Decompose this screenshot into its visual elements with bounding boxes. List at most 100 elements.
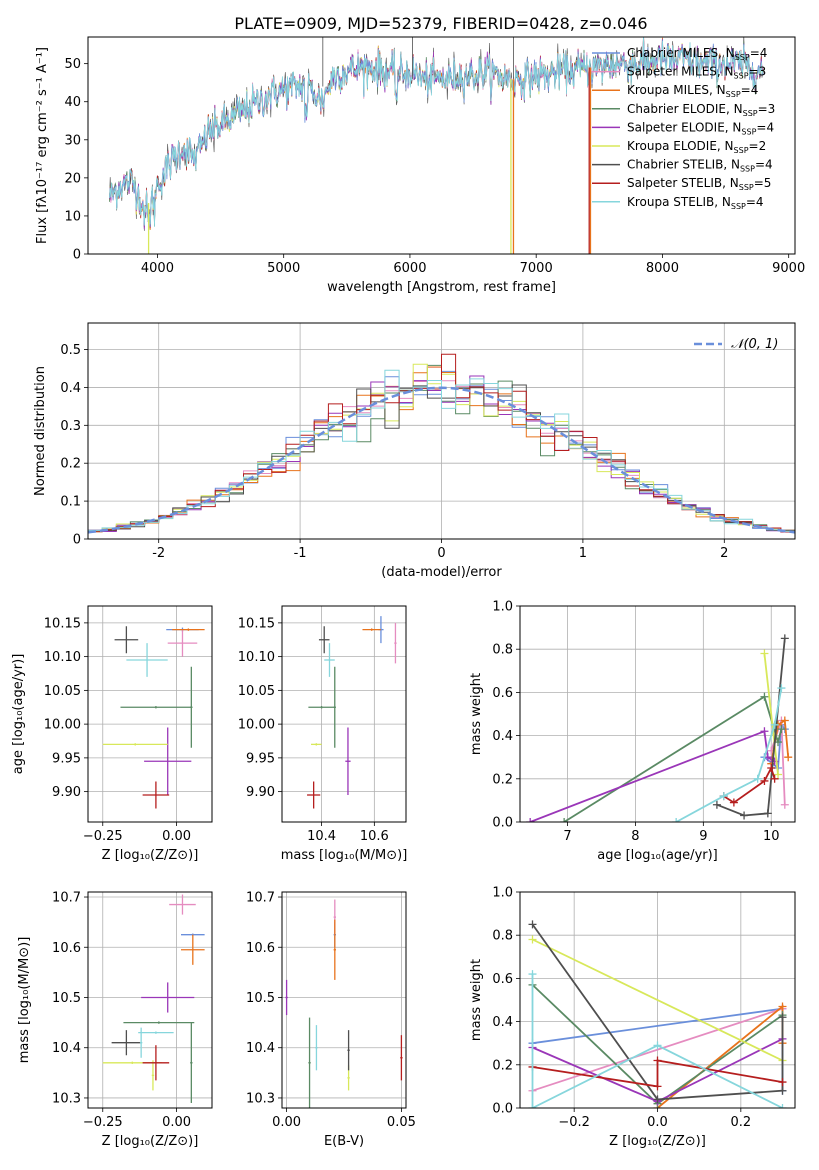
weight-marker: [777, 725, 786, 734]
errorbar-point: [167, 629, 198, 657]
weight-marker: [672, 818, 681, 822]
errorbar-point: [141, 982, 195, 1013]
y-tick-label: 20: [64, 171, 81, 186]
legend-count: =4: [750, 46, 768, 60]
errorbar-point: [345, 727, 351, 795]
y-tick-label: 0.6: [492, 686, 513, 701]
plot-area-mass-vs-EBV: [285, 899, 403, 1108]
weight-marker: [778, 1002, 787, 1011]
y-tick-label: 9.95: [246, 751, 275, 766]
legend-count: =4: [741, 83, 759, 97]
x-tick-label: 10.4: [307, 829, 336, 844]
axes-residuals: -2 -1 0 1 2 0 0.1 0.2 0.3 0.4 0.5 (data-model)/erro…: [33, 322, 796, 580]
x-tick-label: 0.00: [162, 1115, 191, 1130]
y-axis-label: mass [log₁₀(M/M⊙)]: [17, 937, 32, 1064]
weight-line: [763, 653, 779, 775]
x-tick-label: 7000: [520, 261, 553, 276]
weight-marker: [653, 1082, 662, 1091]
errorbar-point: [111, 1030, 142, 1056]
axes-frame: [87, 36, 796, 255]
weight-marker: [763, 809, 772, 818]
x-tick-label: 0.00: [162, 829, 191, 844]
y-tick-label: 10.7: [52, 891, 81, 906]
weight-marker: [528, 935, 537, 944]
errorbar-point: [190, 666, 193, 748]
errorbar-point: [169, 894, 196, 915]
y-tick-label: 10: [64, 209, 81, 224]
errorbar-point: [144, 727, 192, 795]
legend-subscript: SSP: [734, 146, 749, 155]
x-tick-label: 2: [720, 546, 728, 561]
weight-marker: [784, 753, 793, 762]
weight-line: [563, 695, 783, 822]
legend-subscript: SSP: [740, 165, 755, 174]
errorbar-point: [333, 919, 337, 980]
weight-marker: [528, 920, 537, 929]
errorbar-point: [114, 626, 139, 654]
weight-series: [528, 920, 787, 1104]
weight-marker: [777, 684, 786, 693]
weight-marker: [526, 818, 535, 822]
y-axis-label: Normed distribution: [33, 366, 48, 496]
y-tick-label: 10.4: [246, 1041, 275, 1056]
y-tick-label: 10.05: [44, 684, 81, 699]
y-tick-label: 0: [73, 248, 81, 263]
errorbar-point: [308, 706, 335, 709]
y-tick-label: 0.2: [492, 1058, 513, 1073]
weight-marker: [770, 774, 779, 783]
weight-marker: [560, 818, 569, 822]
y-tick-label: 0.4: [492, 729, 513, 744]
weight-line: [675, 687, 783, 822]
y-axis-label: Flux [fλ10⁻¹⁷ erg cm⁻² s⁻¹ A⁻¹]: [35, 47, 50, 244]
spectrum-line: [109, 37, 764, 227]
axes-frame: [87, 891, 213, 1109]
weight-marker: [760, 727, 769, 736]
axes-age-vs-mass: 10.4 10.6 9.90 9.95 10.00 10.05 10.10 10.15 mass…: [238, 605, 407, 863]
y-tick-label: 10.5: [246, 991, 275, 1006]
axes-frame: [281, 891, 407, 1109]
errorbar-point: [190, 1022, 193, 1103]
weight-marker: [653, 1095, 662, 1104]
weight-series: [760, 649, 783, 779]
y-axis-label: mass weight: [469, 959, 484, 1041]
y-tick-label: 10.10: [44, 650, 81, 665]
plot-area-mass-vs-Z: [102, 894, 205, 1103]
errorbar-point: [308, 1017, 311, 1108]
legend-count: =3: [758, 102, 776, 116]
weight-line: [532, 938, 783, 1062]
x-tick-label: -2: [152, 546, 165, 561]
y-tick-label: 0.4: [60, 381, 81, 396]
legend-label: Kroupa MILES, NSSP=4: [627, 83, 758, 99]
legend-label: Kroupa ELODIE, NSSP=2: [627, 139, 766, 155]
weight-marker: [778, 1086, 787, 1095]
x-tick-label: 7: [563, 829, 571, 844]
y-tick-label: 10.6: [52, 941, 81, 956]
legend-label: Kroupa STELIB, NSSP=4: [627, 195, 764, 211]
weight-marker: [528, 1104, 537, 1108]
y-tick-label: 0.2: [60, 457, 81, 472]
legend-subscript: SSP: [739, 183, 754, 192]
y-tick-label: 0.6: [492, 972, 513, 987]
errorbar-point: [315, 1025, 318, 1071]
x-tick-label: −0.25: [83, 829, 123, 844]
y-tick-label: 50: [64, 57, 81, 72]
legend-count: =4: [755, 158, 773, 172]
y-tick-label: 10.3: [52, 1091, 81, 1106]
x-axis-label: E(B-V): [324, 1134, 364, 1149]
errorbar-point: [285, 979, 288, 1016]
histogram-step: [88, 369, 795, 532]
legend-subscript: SSP: [731, 202, 746, 211]
axes-frame: [519, 605, 796, 823]
errorbar-point: [139, 1027, 143, 1058]
x-tick-label: 0.0: [647, 1115, 668, 1130]
y-tick-label: 10.4: [52, 1041, 81, 1056]
x-axis-label: Z [log₁₀(Z/Z⊙)]: [609, 1134, 706, 1149]
legend-label: Chabrier MILES, NSSP=4: [627, 46, 767, 62]
weight-marker: [780, 800, 789, 809]
x-tick-label: 1: [579, 546, 587, 561]
errorbar-point: [181, 934, 205, 965]
y-tick-label: 10.7: [246, 891, 275, 906]
y-tick-label: 10.5: [52, 991, 81, 1006]
weight-marker: [712, 800, 721, 809]
legend-label: 𝒩(0, 1): [731, 337, 778, 352]
